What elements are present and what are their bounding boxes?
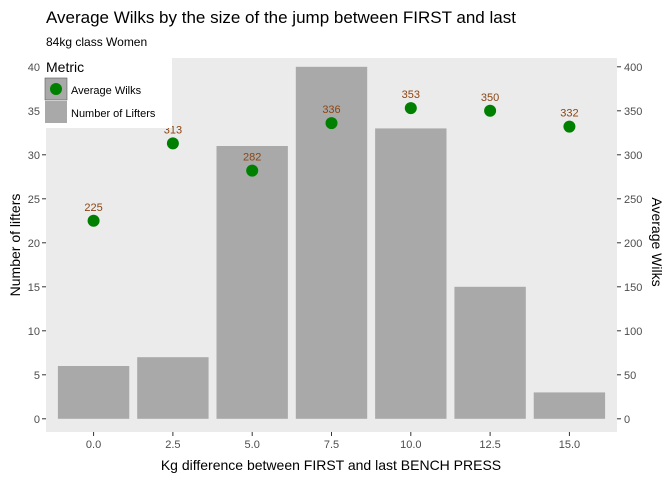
y-right-tick-label: 250	[624, 194, 642, 206]
bar	[137, 357, 209, 419]
y-left-tick-label: 10	[28, 326, 40, 338]
bar	[454, 286, 526, 419]
x-axis: 0.0 2.5 5.0 7.5 10.0 12.5 15.0	[86, 432, 580, 451]
y-right-tick-label: 0	[624, 414, 630, 426]
y-right-tick-label: 400	[624, 62, 642, 74]
legend-title: Metric	[46, 59, 84, 75]
data-point	[87, 214, 100, 227]
legend-label-number-of-lifters: Number of Lifters	[71, 108, 156, 120]
data-label: 336	[322, 104, 340, 116]
x-tick-label: 10.0	[400, 439, 421, 451]
legend-point-icon	[50, 83, 62, 95]
y-axis-right: 0 50 100 150 200 250 300 350 400	[617, 62, 642, 426]
x-tick-label: 12.5	[479, 439, 500, 451]
data-label: 225	[84, 202, 102, 214]
y-left-tick-label: 30	[28, 150, 40, 162]
data-point	[325, 117, 338, 130]
chart-subtitle: 84kg class Women	[46, 35, 147, 49]
data-label: 332	[560, 108, 578, 120]
data-point	[166, 137, 179, 150]
y-right-tick-label: 200	[624, 238, 642, 250]
chart-title: Average Wilks by the size of the jump be…	[46, 8, 516, 27]
x-tick-label: 2.5	[165, 439, 180, 451]
legend-key-number-of-lifters	[45, 101, 67, 123]
y-left-tick-label: 0	[34, 414, 40, 426]
y-left-tick-label: 25	[28, 194, 40, 206]
y-axis-left: 0 5 10 15 20 25 30 35 40	[28, 62, 46, 426]
y-left-tick-label: 20	[28, 238, 40, 250]
bar	[375, 128, 447, 419]
bar	[216, 146, 288, 419]
y-right-tick-label: 50	[624, 370, 636, 382]
legend-label-average-wilks: Average Wilks	[71, 85, 142, 97]
data-point	[404, 102, 417, 115]
data-label: 350	[481, 92, 499, 104]
y-right-tick-label: 350	[624, 106, 642, 118]
data-point	[484, 104, 497, 117]
data-label: 282	[243, 152, 261, 164]
bar	[57, 366, 130, 419]
bars-layer	[57, 66, 606, 419]
y-left-tick-label: 5	[34, 370, 40, 382]
x-tick-label: 5.0	[245, 439, 260, 451]
data-point	[563, 120, 576, 133]
y-left-tick-label: 15	[28, 282, 40, 294]
x-tick-label: 0.0	[86, 439, 101, 451]
legend: Metric Average Wilks Number of Lifters	[40, 56, 172, 128]
y-left-tick-label: 40	[28, 62, 40, 74]
x-tick-label: 15.0	[559, 439, 580, 451]
bar	[533, 392, 606, 419]
y-axis-left-title: Number of lifters	[7, 194, 23, 297]
x-axis-title: Kg difference between FIRST and last BEN…	[161, 457, 501, 473]
data-label: 353	[402, 89, 420, 101]
y-right-tick-label: 300	[624, 150, 642, 162]
data-point	[246, 164, 259, 177]
y-left-tick-label: 35	[28, 106, 40, 118]
y-right-tick-label: 150	[624, 282, 642, 294]
y-right-tick-label: 100	[624, 326, 642, 338]
y-axis-right-title: Average Wilks	[649, 197, 665, 286]
x-tick-label: 7.5	[324, 439, 339, 451]
